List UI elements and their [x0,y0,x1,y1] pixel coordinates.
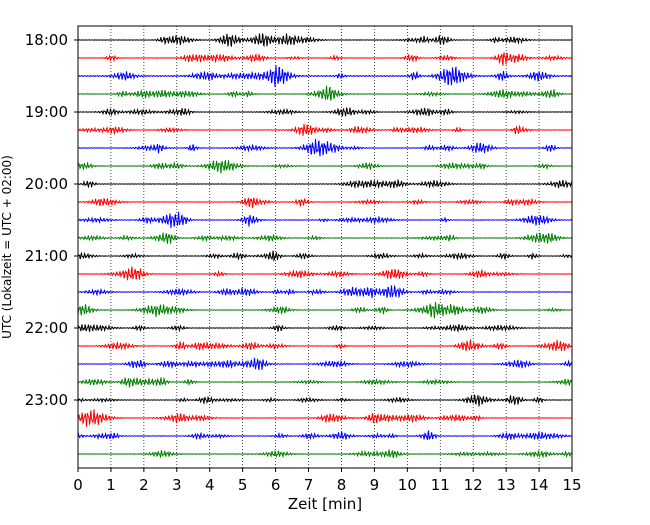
seismic-trace [77,178,573,190]
seismic-trace [77,430,573,441]
y-tick-label: 18:00 [25,31,68,49]
x-tick-label: 1 [106,476,116,494]
y-tick-label: 22:00 [25,319,68,337]
x-tick-label: 8 [337,476,347,494]
y-tick-label: 20:00 [25,175,68,193]
x-tick-label: 11 [431,476,450,494]
seismic-trace [77,160,573,174]
seismic-trace [77,211,573,229]
x-tick-label: 12 [464,476,483,494]
x-tick-label: 2 [139,476,149,494]
seismic-trace [77,266,573,281]
x-tick-label: 10 [398,476,417,494]
y-tick-label: 23:00 [25,391,68,409]
seismic-trace [77,197,573,209]
seismic-trace [77,357,573,371]
y-axis: 18:00 19:00 20:00 21:00 22:00 23:00 [25,31,78,409]
seismic-trace [77,85,573,101]
y-tick-label: 21:00 [25,247,68,265]
seismic-trace [77,376,573,388]
seismic-trace [77,107,573,117]
x-axis: 0 1 2 3 4 5 6 7 8 9 10 11 12 13 14 15 [73,468,582,494]
seismic-trace [77,394,573,407]
seismic-trace [77,52,573,66]
x-tick-label: 3 [172,476,182,494]
x-tick-label: 9 [370,476,380,494]
seismic-traces [77,32,573,459]
seismic-trace [77,409,573,427]
x-tick-label: 13 [497,476,516,494]
x-tick-label: 15 [562,476,581,494]
y-axis-label: UTC (Lokalzeit = UTC + 02:00) [0,155,14,339]
seismic-trace [77,32,573,48]
seismic-trace [77,449,573,459]
plot-frame [77,25,573,469]
x-tick-label: 7 [304,476,314,494]
seismic-trace [77,339,573,352]
seismic-trace [77,232,573,244]
x-tick-label: 6 [271,476,281,494]
y-tick-label: 19:00 [25,103,68,121]
x-axis-label: Zeit [min] [288,495,362,513]
seismic-trace [77,250,573,262]
seismic-trace [77,64,573,88]
x-tick-label: 0 [73,476,83,494]
x-tick-label: 5 [238,476,248,494]
seismic-trace [77,324,573,334]
seismic-trace [77,284,573,299]
plot-background [78,26,572,468]
seismic-trace [77,138,573,157]
seismic-trace [77,301,573,319]
x-tick-label: 4 [205,476,215,494]
x-tick-label: 14 [530,476,549,494]
seismic-trace [77,123,573,136]
